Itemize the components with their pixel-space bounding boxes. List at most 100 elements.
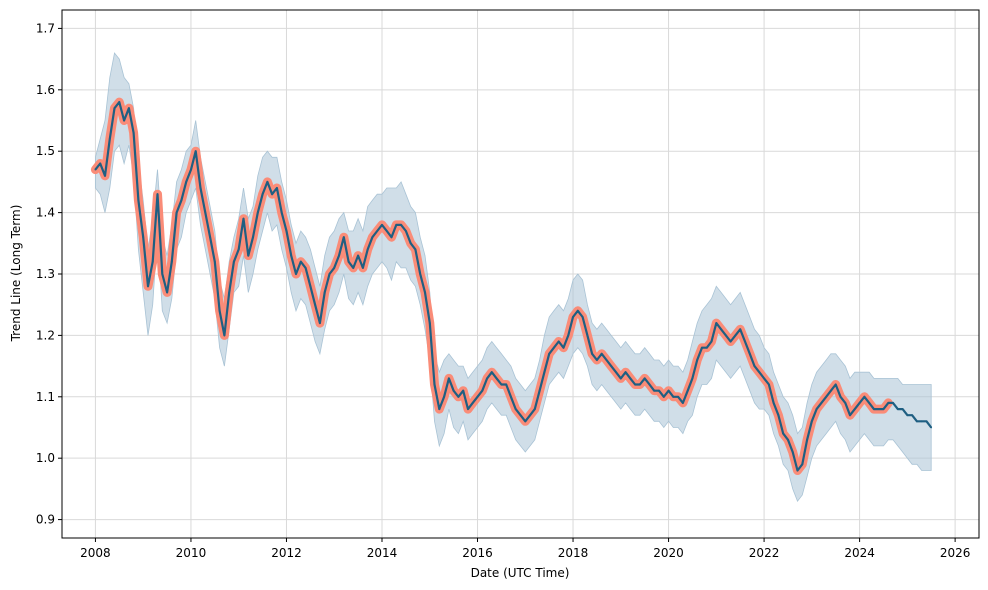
trend-point <box>863 395 866 398</box>
trend-point <box>514 408 517 410</box>
trend-point <box>572 316 574 318</box>
trend-point <box>295 273 297 275</box>
y-tick-label: 0.9 <box>36 513 55 527</box>
trend-point <box>782 432 785 435</box>
trend-point <box>834 383 837 386</box>
trend-point <box>147 285 149 288</box>
trend-point <box>858 402 861 404</box>
trend-point <box>567 334 570 337</box>
trend-point <box>930 426 933 429</box>
trend-point <box>686 389 689 392</box>
trend-point <box>261 193 264 196</box>
trend-point <box>729 340 732 343</box>
trend-point <box>639 383 641 386</box>
trend-point <box>328 273 331 275</box>
trend-point <box>548 352 551 355</box>
trend-point <box>333 267 336 269</box>
trend-point <box>849 414 851 417</box>
y-tick-label: 1.2 <box>36 328 55 342</box>
trend-point <box>581 316 584 318</box>
trend-point <box>347 260 350 263</box>
trend-point <box>634 383 636 386</box>
trend-point <box>896 408 899 410</box>
trend-point <box>615 371 617 374</box>
trend-point <box>510 395 512 398</box>
y-tick-label: 1.1 <box>36 390 55 404</box>
trend-point <box>285 230 288 232</box>
trend-point <box>495 377 498 380</box>
trend-point <box>553 346 555 349</box>
trend-point <box>276 187 278 189</box>
trend-point <box>156 193 159 196</box>
x-tick-label: 2010 <box>176 546 207 560</box>
trend-point <box>576 309 579 312</box>
trend-point <box>490 371 493 374</box>
trend-point <box>409 242 412 245</box>
trend-point <box>839 395 842 398</box>
trend-point <box>682 402 684 404</box>
trend-point <box>323 291 326 294</box>
trend-point <box>314 303 316 306</box>
trend-point <box>428 322 431 324</box>
trend-point <box>882 408 885 410</box>
trend-point <box>815 408 818 410</box>
trend-point <box>228 291 231 294</box>
trend-point <box>600 352 603 355</box>
trend-point <box>677 395 679 398</box>
trend-point <box>720 328 722 331</box>
trend-point <box>481 389 484 392</box>
trend-point <box>920 420 923 423</box>
trend-point <box>810 420 813 423</box>
x-tick-label: 2012 <box>271 546 302 560</box>
trend-point <box>190 168 192 171</box>
trend-point <box>381 224 383 226</box>
trend-point <box>529 414 531 417</box>
trend-point <box>701 346 703 349</box>
x-tick-label: 2026 <box>940 546 971 560</box>
trend-point <box>271 193 273 196</box>
grid <box>62 10 979 538</box>
trend-point <box>629 377 632 380</box>
trend-point <box>457 395 460 398</box>
trend-point <box>448 377 450 380</box>
trend-point <box>123 119 125 122</box>
trend-point <box>777 414 780 417</box>
trend-point <box>213 260 216 263</box>
x-tick-label: 2014 <box>367 546 398 560</box>
trend-point <box>342 236 345 239</box>
trend-point <box>486 377 488 380</box>
trend-point <box>753 365 756 367</box>
trend-line-layer <box>94 101 933 472</box>
trend-point <box>739 328 742 331</box>
x-axis-label: Date (UTC Time) <box>471 566 570 580</box>
x-tick-label: 2020 <box>653 546 684 560</box>
trend-point <box>161 273 164 275</box>
trend-point <box>462 389 465 392</box>
trend-point <box>562 346 565 349</box>
trend-point <box>180 199 183 202</box>
trend-point <box>557 340 560 343</box>
trend-point <box>142 236 145 239</box>
trend-point <box>371 236 374 239</box>
trend-point <box>610 365 613 367</box>
trend-point <box>194 150 197 153</box>
y-tick-label: 1.5 <box>36 144 55 158</box>
trend-point <box>424 291 426 294</box>
trend-point <box>223 334 226 337</box>
trend-point <box>414 248 417 251</box>
y-tick-label: 1.7 <box>36 21 55 35</box>
trend-point <box>151 260 154 263</box>
trend-point <box>763 377 765 380</box>
trend-point <box>538 389 541 392</box>
trend-point <box>247 254 250 257</box>
trend-point <box>744 340 746 343</box>
trend-point <box>290 254 293 257</box>
trend-point <box>705 346 708 349</box>
trend-point <box>319 322 321 324</box>
trend-point <box>471 402 474 404</box>
trend-point <box>433 383 436 386</box>
trend-point <box>467 408 469 410</box>
trend-line <box>94 101 933 472</box>
trend-point <box>648 383 651 386</box>
